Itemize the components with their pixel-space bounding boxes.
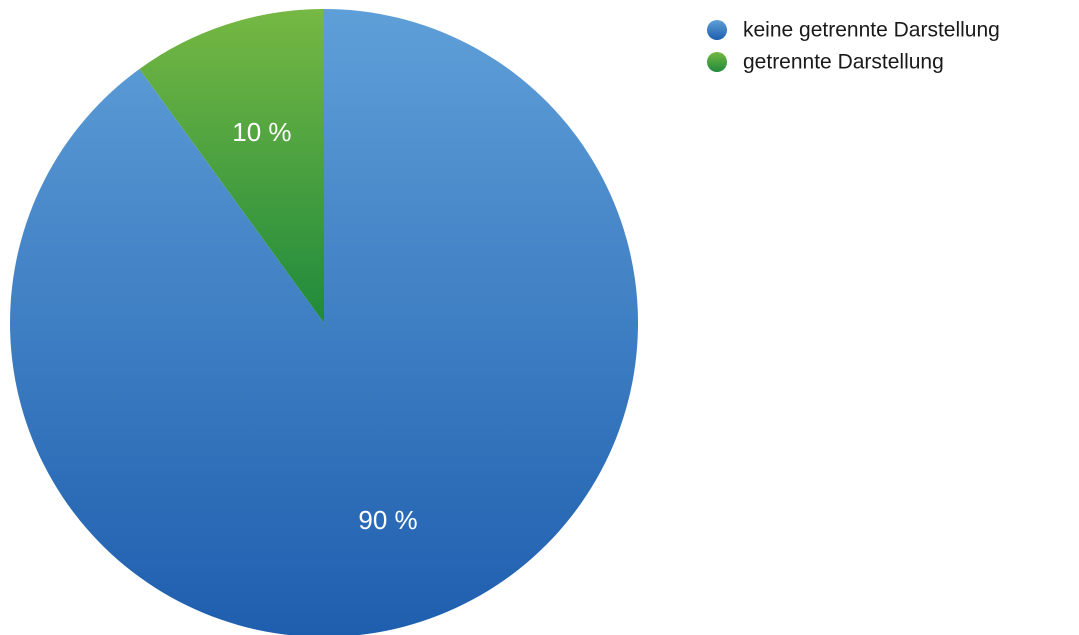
legend-marker-getrennte-darstellung bbox=[707, 52, 727, 72]
legend: keine getrennte Darstellung getrennte Dar… bbox=[707, 19, 1000, 74]
pie-slice-labels: 90 % 10 % bbox=[232, 117, 417, 535]
legend-label-getrennte-darstellung: getrennte Darstellung bbox=[743, 51, 944, 74]
pie-slices bbox=[10, 9, 638, 635]
slice-value-label-keine-getrennte-darstellung: 90 % bbox=[358, 505, 417, 535]
pie-slice-getrennte-darstellung bbox=[139, 9, 324, 323]
legend-label-keine-getrennte-darstellung: keine getrennte Darstellung bbox=[743, 19, 1000, 42]
pie-slice-keine-getrennte-darstellung bbox=[10, 9, 638, 635]
legend-marker-keine-getrennte-darstellung bbox=[707, 20, 727, 40]
slice-value-label-getrennte-darstellung: 10 % bbox=[232, 117, 291, 147]
